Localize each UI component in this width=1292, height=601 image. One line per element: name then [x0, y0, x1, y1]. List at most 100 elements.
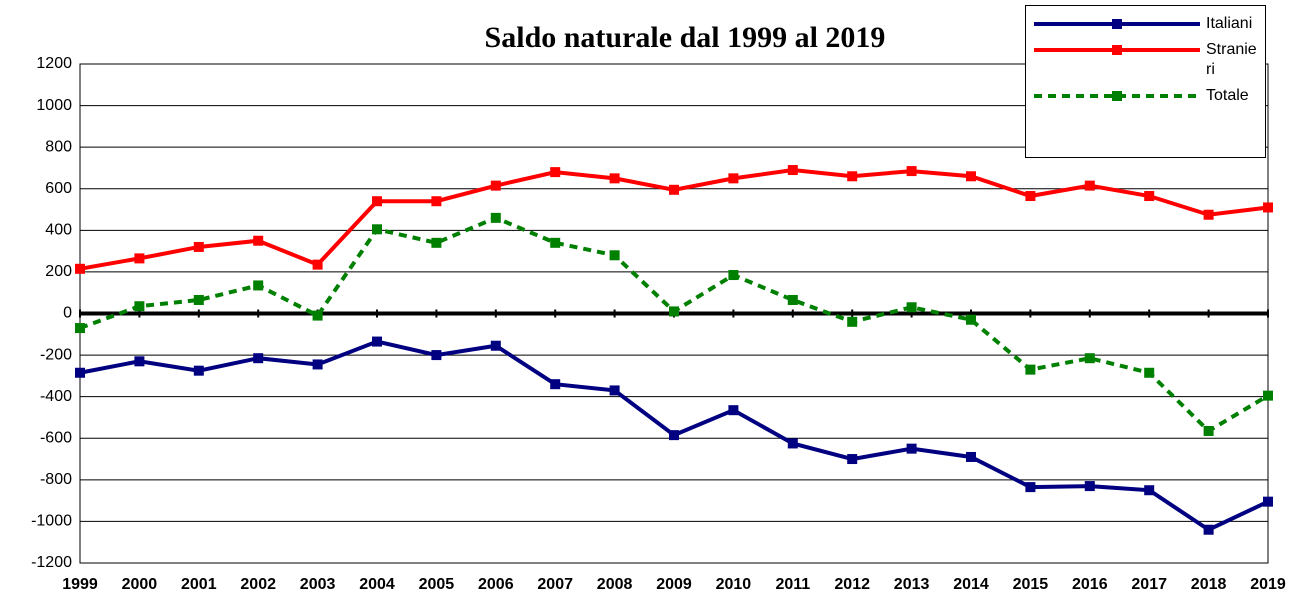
data-point [193, 365, 204, 376]
x-tick-label: 2017 [1131, 576, 1167, 593]
data-point [906, 443, 917, 454]
data-point [1144, 367, 1155, 378]
data-point [1263, 390, 1273, 401]
data-point [1263, 202, 1273, 213]
data-point [966, 314, 976, 325]
data-point [669, 430, 679, 441]
data-point [75, 323, 85, 334]
data-point [550, 167, 561, 178]
data-point [431, 350, 442, 361]
data-point [669, 306, 679, 317]
data-point [1263, 496, 1273, 507]
data-point [1203, 425, 1214, 436]
legend-swatch [1034, 19, 1200, 29]
x-tick-label: 2002 [240, 576, 276, 593]
y-tick-label: -200 [40, 346, 72, 363]
legend-label: Stranieri [1206, 41, 1257, 78]
data-point [1203, 524, 1214, 535]
data-point [431, 237, 442, 248]
x-tick-label: 2001 [181, 576, 217, 593]
y-tick-label: 0 [63, 305, 72, 322]
legend-marker [1112, 45, 1122, 55]
data-point [312, 359, 323, 370]
x-tick-label: 2013 [894, 576, 930, 593]
data-point [1144, 191, 1155, 202]
data-point [134, 301, 145, 312]
legend-marker [1112, 91, 1122, 101]
y-tick-label: 400 [45, 222, 72, 239]
data-point [1025, 482, 1036, 493]
legend-item: Totale [1032, 86, 1259, 106]
y-tick-label: -800 [40, 471, 72, 488]
data-point [253, 235, 264, 246]
data-point [669, 184, 679, 195]
y-tick-label: -1000 [31, 513, 72, 530]
legend-swatch [1034, 45, 1200, 55]
y-tick-label: 600 [45, 180, 72, 197]
legend-label: Totale [1206, 87, 1249, 104]
x-tick-label: 2011 [775, 576, 810, 593]
data-point [1144, 485, 1155, 496]
x-tick-label: 2000 [122, 576, 158, 593]
data-point [728, 270, 739, 281]
data-point [312, 310, 323, 321]
legend-label: Italiani [1206, 15, 1253, 32]
x-tick-label: 2009 [656, 576, 692, 593]
legend-item: Italiani [1032, 14, 1259, 34]
data-point [906, 166, 917, 177]
data-point [609, 173, 620, 184]
x-tick-label: 2018 [1191, 576, 1227, 593]
data-point [312, 259, 323, 270]
data-point [1025, 364, 1036, 375]
data-point [906, 302, 917, 313]
data-point [1025, 191, 1036, 202]
data-point [75, 263, 85, 274]
x-tick-label: 2015 [1013, 576, 1049, 593]
x-tick-label: 2004 [359, 576, 395, 593]
data-point [1203, 209, 1214, 220]
data-point [1084, 180, 1095, 191]
data-point [728, 173, 739, 184]
data-point [550, 379, 561, 390]
data-point [490, 212, 501, 223]
x-tick-label: 2010 [716, 576, 752, 593]
data-point [787, 294, 798, 305]
data-point [609, 250, 620, 261]
series-line [79, 215, 1270, 434]
data-point [75, 367, 85, 378]
data-point [847, 454, 858, 465]
y-tick-label: 1200 [36, 55, 72, 72]
x-tick-label: 2016 [1072, 576, 1108, 593]
data-point [134, 356, 145, 367]
y-tick-label: -1200 [31, 554, 72, 571]
legend-marker [1112, 19, 1122, 29]
data-point [372, 336, 382, 347]
data-point [728, 405, 739, 416]
legend: Italiani Stranieri Totale [1025, 5, 1266, 158]
data-point [787, 438, 798, 449]
data-point [134, 253, 145, 264]
x-tick-label: 2007 [537, 576, 573, 593]
y-tick-label: -600 [40, 429, 72, 446]
legend-item: Stranieri [1032, 40, 1259, 80]
legend-swatch [1034, 91, 1200, 101]
y-tick-label: 1000 [36, 97, 72, 114]
data-point [609, 385, 620, 396]
data-point [253, 280, 264, 291]
x-tick-label: 2006 [478, 576, 514, 593]
data-point [847, 316, 858, 327]
data-point [372, 224, 382, 235]
x-tick-label: 2019 [1250, 576, 1286, 593]
x-tick-label: 1999 [62, 576, 98, 593]
x-tick-label: 2005 [419, 576, 455, 593]
data-point [431, 196, 442, 207]
data-point [1084, 353, 1095, 364]
data-point [490, 340, 501, 351]
chart-title: Saldo naturale dal 1999 al 2019 [485, 21, 886, 54]
x-tick-label: 2008 [597, 576, 633, 593]
data-point [193, 294, 204, 305]
data-point [847, 171, 858, 182]
y-tick-label: 800 [45, 138, 72, 155]
